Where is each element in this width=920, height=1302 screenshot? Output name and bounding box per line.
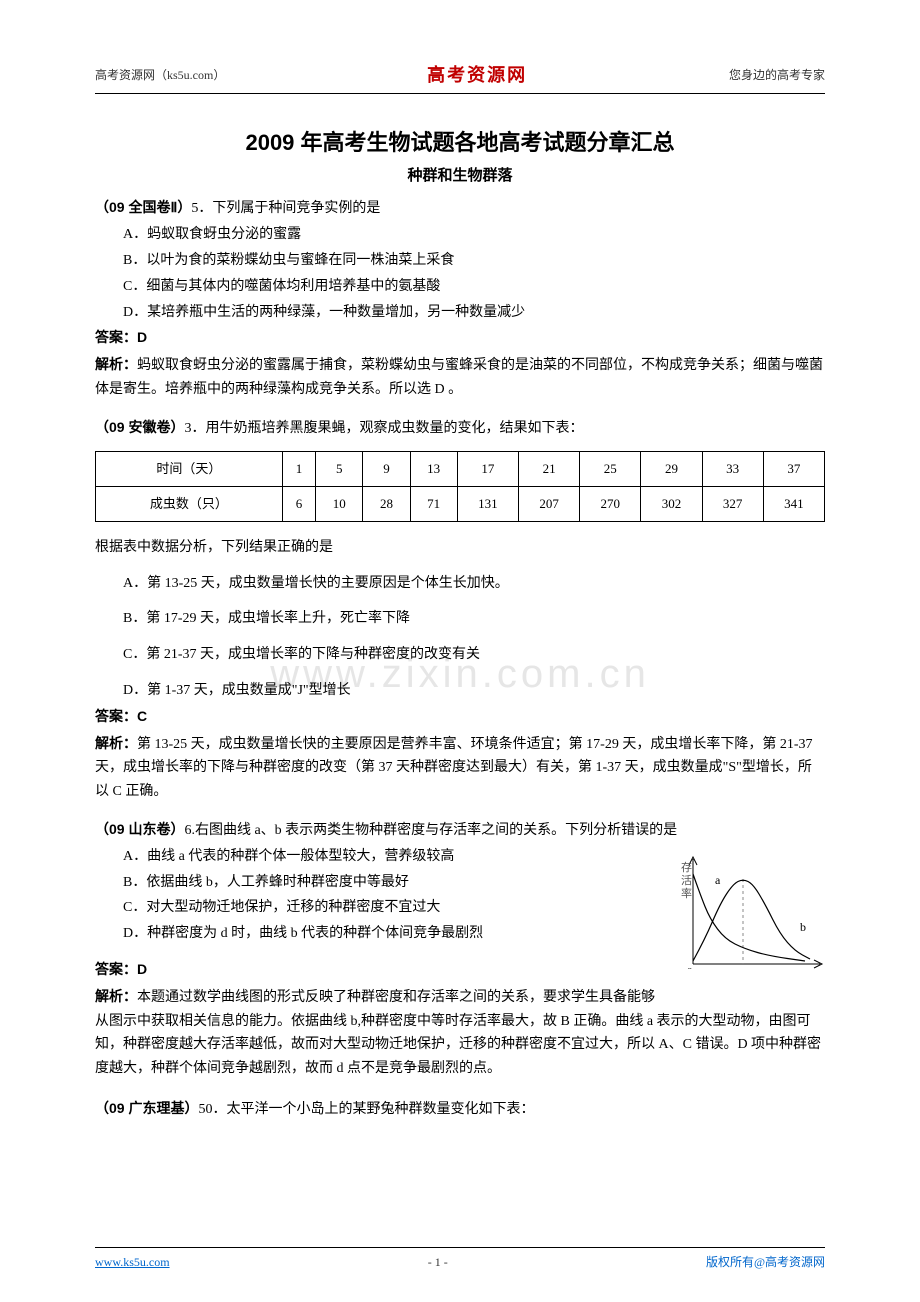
table-cell: 时间（天） — [96, 451, 283, 486]
svg-text:b: b — [800, 920, 806, 934]
q1-option-c: C．细菌与其体内的噬菌体均利用培养基中的氨基酸 — [95, 275, 825, 299]
footer-copyright: 版权所有@高考资源网 — [706, 1252, 825, 1272]
table-cell: 10 — [316, 486, 363, 521]
page-subtitle: 种群和生物群落 — [95, 163, 825, 189]
q2-answer: 答案：C — [95, 708, 147, 724]
header-center-logo: 高考资源网 — [427, 60, 527, 91]
q1-option-a: A．蚂蚁取食蚜虫分泌的蜜露 — [95, 223, 825, 247]
table-cell: 37 — [763, 451, 824, 486]
q2-source: （09 安徽卷） — [95, 419, 184, 435]
table-cell: 131 — [457, 486, 518, 521]
page-title: 2009 年高考生物试题各地高考试题分章汇总 — [95, 124, 825, 161]
footer-left-url[interactable]: www.ks5u.com — [95, 1252, 170, 1272]
page-header: 高考资源网（ks5u.com） 高考资源网 您身边的高考专家 — [95, 60, 825, 94]
q4-stem: 50．太平洋一个小岛上的某野兔种群数量变化如下表： — [198, 1102, 534, 1117]
table-cell: 341 — [763, 486, 824, 521]
question-1: （09 全国卷Ⅱ）5．下列属于种间竞争实例的是 A．蚂蚁取食蚜虫分泌的蜜露 B．… — [95, 196, 825, 401]
page-footer: www.ks5u.com - 1 - 版权所有@高考资源网 — [95, 1247, 825, 1272]
table-cell: 9 — [363, 451, 410, 486]
footer-page-number: - 1 - — [428, 1252, 448, 1272]
q1-stem: 5．下列属于种间竞争实例的是 — [191, 201, 380, 216]
q2-option-c: C．第 21-37 天，成虫增长率的下降与种群密度的改变有关 — [95, 643, 825, 667]
table-cell: 6 — [282, 486, 315, 521]
table-cell: 207 — [518, 486, 579, 521]
question-3: （09 山东卷）6.右图曲线 a、b 表示两类生物种群密度与存活率之间的关系。下… — [95, 818, 825, 1083]
svg-text:存活率: 存活率 — [681, 860, 692, 900]
q2-analysis-label: 解析： — [95, 735, 137, 751]
q2-option-d: D．第 1-37 天，成虫数量成"J"型增长 — [95, 679, 825, 703]
q2-stem: 3．用牛奶瓶培养黑腹果蝇，观察成虫数量的变化，结果如下表： — [184, 421, 583, 436]
q1-answer: 答案：D — [95, 329, 147, 345]
question-2: （09 安徽卷）3．用牛奶瓶培养黑腹果蝇，观察成虫数量的变化，结果如下表： 时间… — [95, 416, 825, 804]
q2-analysis: 第 13-25 天，成虫数量增长快的主要原因是营养丰富、环境条件适宜；第 17-… — [95, 737, 812, 800]
q2-option-a: A．第 13-25 天，成虫数量增长快的主要原因是个体生长加快。 — [95, 572, 825, 596]
table-cell: 327 — [702, 486, 763, 521]
q1-analysis-label: 解析： — [95, 356, 137, 372]
q1-analysis: 蚂蚁取食蚜虫分泌的蜜露属于捕食，菜粉蝶幼虫与蜜蜂采食的是油菜的不同部位，不构成竞… — [95, 358, 823, 397]
table-cell: 29 — [641, 451, 702, 486]
table-cell: 28 — [363, 486, 410, 521]
table-cell: 17 — [457, 451, 518, 486]
table-cell: 1 — [282, 451, 315, 486]
q4-source: （09 广东理基） — [95, 1100, 198, 1116]
header-right: 您身边的高考专家 — [729, 65, 825, 85]
survival-chart: 存活率 a b 0 — [675, 849, 825, 978]
table-cell: 25 — [580, 451, 641, 486]
table-cell: 成虫数（只） — [96, 486, 283, 521]
table-cell: 13 — [410, 451, 457, 486]
chart-svg: 存活率 a b 0 — [675, 849, 825, 969]
question-4: （09 广东理基）50．太平洋一个小岛上的某野兔种群数量变化如下表： — [95, 1097, 825, 1122]
table-cell: 21 — [518, 451, 579, 486]
q3-analysis-label: 解析： — [95, 988, 137, 1004]
q3-stem: 6.右图曲线 a、b 表示两类生物种群密度与存活率之间的关系。下列分析错误的是 — [184, 823, 677, 838]
svg-text:0: 0 — [687, 966, 693, 969]
q3-answer: 答案：D — [95, 961, 147, 977]
table-cell: 5 — [316, 451, 363, 486]
q1-option-b: B．以叶为食的菜粉蝶幼虫与蜜蜂在同一株油菜上采食 — [95, 249, 825, 273]
table-row: 时间（天） 1 5 9 13 17 21 25 29 33 37 — [96, 451, 825, 486]
header-left: 高考资源网（ks5u.com） — [95, 65, 225, 85]
q1-source: （09 全国卷Ⅱ） — [95, 199, 191, 215]
table-row: 成虫数（只） 6 10 28 71 131 207 270 302 327 34… — [96, 486, 825, 521]
svg-text:a: a — [715, 873, 721, 887]
q2-option-b: B．第 17-29 天，成虫增长率上升，死亡率下降 — [95, 607, 825, 631]
table-cell: 302 — [641, 486, 702, 521]
table-cell: 71 — [410, 486, 457, 521]
q1-option-d: D．某培养瓶中生活的两种绿藻，一种数量增加，另一种数量减少 — [95, 301, 825, 325]
q2-lead: 根据表中数据分析，下列结果正确的是 — [95, 536, 825, 560]
q2-table: 时间（天） 1 5 9 13 17 21 25 29 33 37 成虫数（只） … — [95, 451, 825, 522]
table-cell: 33 — [702, 451, 763, 486]
q3-source: （09 山东卷） — [95, 821, 184, 837]
table-cell: 270 — [580, 486, 641, 521]
q3-analysis: 本题通过数学曲线图的形式反映了种群密度和存活率之间的关系，要求学生具备能够从图示… — [95, 990, 821, 1076]
